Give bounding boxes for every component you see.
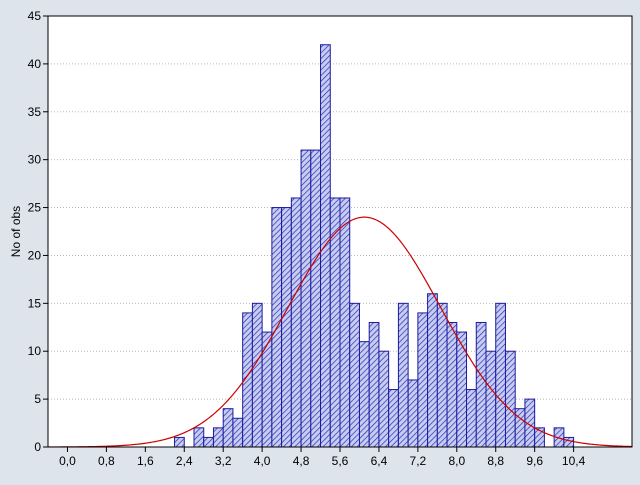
x-tick-label: 0,8 [98,454,115,468]
y-axis-title: No of obs [9,206,23,257]
histogram-bar [504,350,516,448]
histogram-bar [203,436,214,448]
histogram-bar [261,331,273,448]
y-tick-label: 25 [28,201,42,215]
histogram-bar [407,379,419,448]
y-tick-label: 35 [28,105,42,119]
x-tick-label: 9,6 [526,454,543,468]
x-tick-label: 8,8 [487,454,504,468]
x-tick-label: 6,4 [371,454,388,468]
x-tick-label: 4,0 [254,454,271,468]
y-tick-label: 10 [28,344,42,358]
histogram-bar [475,321,487,448]
x-tick-label: 10,4 [562,454,586,468]
x-tick-label: 8,0 [448,454,465,468]
histogram-bar [388,389,399,448]
histogram-bar [349,302,360,448]
histogram-bar [368,321,380,448]
histogram-bar [339,197,351,448]
histogram-bar [212,427,224,448]
y-tick-label: 45 [28,9,42,23]
histogram-bar [417,312,429,448]
histogram-bar [563,436,575,448]
y-axis: 0 5 10 15 20 25 30 35 40 45 [28,9,48,454]
histogram-bar [193,427,205,448]
y-tick-label: 15 [28,296,42,310]
histogram-bar [251,302,263,448]
histogram-bar [232,417,244,448]
histogram-bar [300,149,312,448]
x-tick-label: 5,6 [332,454,349,468]
y-tick-label: 5 [34,392,41,406]
histogram-bar [174,436,185,448]
histogram-bar [495,302,506,448]
histogram-bar [456,331,468,448]
y-tick-label: 30 [28,153,42,167]
histogram-bar [436,302,448,448]
histogram-bar [427,293,438,448]
histogram-bar [378,350,390,448]
histogram-bar [310,149,322,448]
histogram-bar [514,408,526,448]
histogram-bar [397,302,409,448]
histogram-bar [485,350,497,448]
histogram-bar [358,341,370,448]
histogram-bar [222,408,234,448]
y-tick-label: 20 [28,248,42,262]
x-tick-label: 4,8 [293,454,310,468]
histogram-bar [466,389,477,448]
x-tick-label: 1,6 [137,454,154,468]
histogram-bar [290,197,302,448]
x-tick-label: 3,2 [215,454,232,468]
normal-fit-curve [48,216,632,447]
x-tick-label: 0,0 [59,454,76,468]
histogram-bar [446,321,458,448]
x-tick-label: 7,2 [410,454,427,468]
x-tick-label: 2,4 [176,454,193,468]
histogram-bar [329,197,341,448]
y-tick-label: 40 [28,57,42,71]
y-tick-label: 0 [34,440,41,454]
histogram-bar [281,207,292,448]
x-axis: 0,0 0,8 1,6 2,4 3,2 4,0 4,8 5,6 6,4 7,2 8,0 8,8 9,6 1… [59,447,586,468]
